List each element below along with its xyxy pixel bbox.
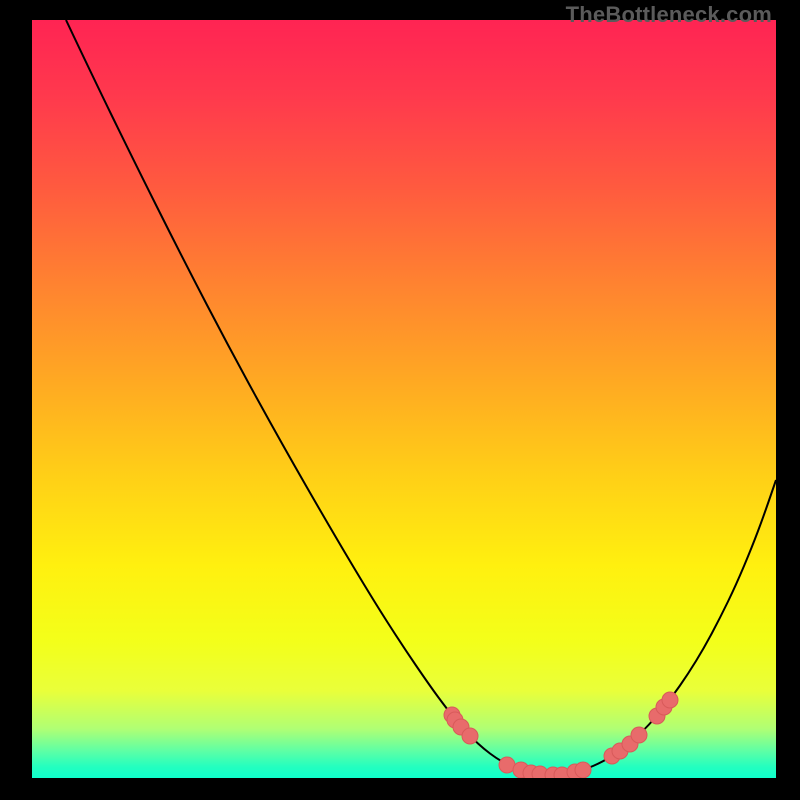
curve-marker <box>575 762 591 778</box>
bottleneck-curve <box>66 20 776 775</box>
curve-marker <box>662 692 678 708</box>
curve-marker <box>462 728 478 744</box>
chart-outer-frame: TheBottleneck.com <box>0 0 800 800</box>
plot-area <box>32 20 776 778</box>
watermark-text: TheBottleneck.com <box>566 2 772 28</box>
curve-markers <box>444 692 678 778</box>
curve-overlay <box>32 20 776 778</box>
curve-marker <box>631 727 647 743</box>
